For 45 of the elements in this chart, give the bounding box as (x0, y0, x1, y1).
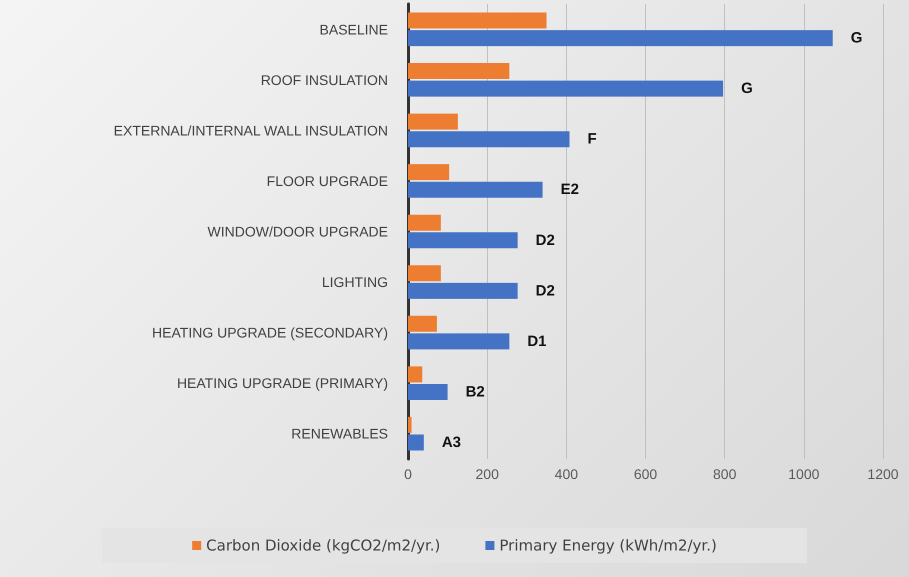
bar (408, 366, 422, 382)
data-label: E2 (560, 181, 579, 198)
x-tick-label: 800 (712, 466, 737, 482)
y-tick-label: BASELINE (320, 21, 388, 38)
bar (408, 384, 448, 400)
bar (408, 63, 510, 80)
data-label: G (850, 30, 862, 47)
y-tick-label: WINDOW/DOOR UPGRADE (208, 224, 388, 240)
bar (408, 265, 441, 282)
x-tick-label: 400 (554, 466, 578, 482)
bar (408, 282, 518, 299)
y-tick-label: RENEWABLES (291, 426, 388, 442)
data-label: D1 (527, 332, 547, 350)
bar (408, 164, 450, 180)
bar (408, 131, 570, 148)
y-tick-label: EXTERNAL/INTERNAL WALL INSULATION (114, 122, 388, 138)
bar (408, 114, 458, 130)
x-tick-label: 1000 (788, 466, 820, 482)
x-tick-label: 0 (404, 466, 412, 482)
legend-label: Primary Energy (kWh/m2/yr.) (499, 536, 717, 554)
bar (408, 12, 547, 28)
legend-label: Carbon Dioxide (kgCO2/m2/yr.) (206, 536, 440, 554)
data-label: D2 (536, 282, 555, 300)
data-label: D2 (536, 232, 555, 249)
data-label: A3 (442, 434, 462, 452)
bar (408, 80, 724, 97)
y-tick-label: FLOOR UPGRADE (266, 172, 388, 189)
x-tick-label: 200 (475, 466, 500, 482)
bar (408, 434, 424, 451)
bar (408, 182, 543, 198)
x-tick-label: 600 (634, 466, 658, 482)
bar (408, 30, 833, 46)
data-label: F (588, 130, 597, 148)
bar (408, 416, 412, 433)
y-tick-label: HEATING UPGRADE (SECONDARY) (152, 324, 388, 341)
x-tick-label: 1200 (867, 466, 899, 482)
data-label: B2 (466, 383, 485, 400)
bar (408, 232, 518, 248)
bar (408, 214, 441, 231)
data-label: G (741, 80, 753, 98)
bar (408, 333, 510, 350)
y-tick-label: LIGHTING (322, 274, 388, 290)
y-tick-label: HEATING UPGRADE (PRIMARY) (176, 375, 388, 392)
y-tick-label: ROOF INSULATION (260, 72, 388, 88)
bar (408, 316, 437, 332)
